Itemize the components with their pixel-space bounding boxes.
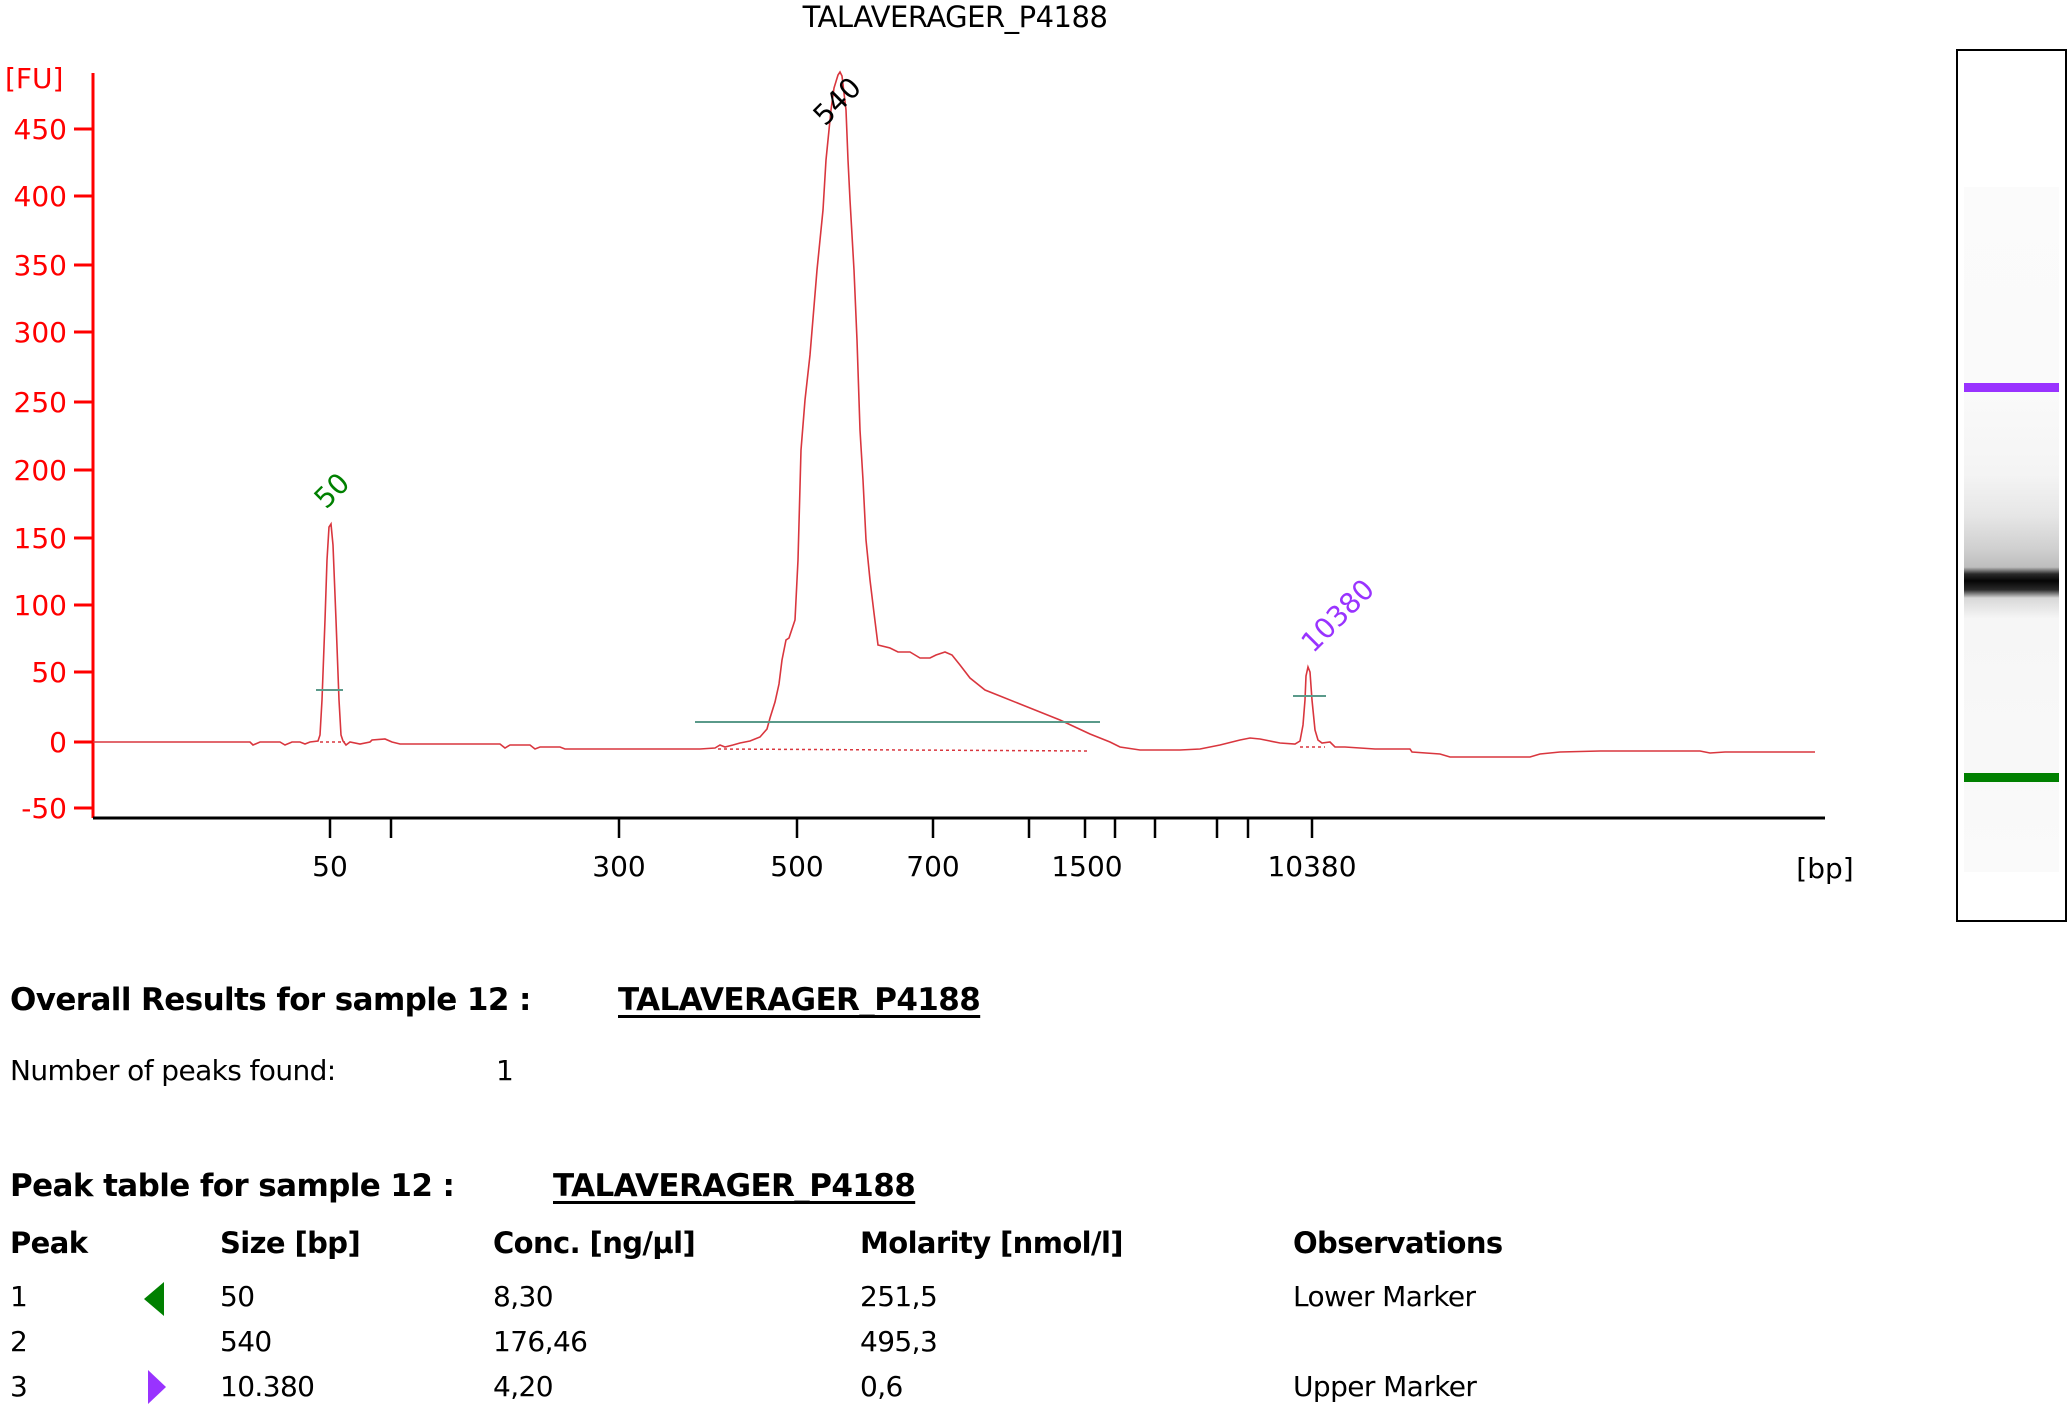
upper-marker-peak-label: 10380 bbox=[1295, 573, 1381, 659]
y-tick-label: 0 bbox=[49, 726, 67, 759]
x-tick-label: 10380 bbox=[1267, 850, 1356, 883]
lower-marker-peak-label: 50 bbox=[308, 466, 357, 515]
cell-peak: 1 bbox=[10, 1280, 28, 1313]
electropherogram-plot: [FU] 450 400 350 300 250 200 150 100 50 … bbox=[5, 62, 1854, 885]
column-header-size: Size [bp] bbox=[220, 1226, 361, 1260]
y-tick-label: -50 bbox=[21, 792, 67, 825]
gel-lane bbox=[1956, 49, 2067, 922]
x-tick-label: 700 bbox=[906, 850, 959, 883]
cell-observation: Upper Marker bbox=[1293, 1370, 1477, 1403]
x-tick-label: 500 bbox=[770, 850, 823, 883]
cell-molarity: 0,6 bbox=[860, 1370, 903, 1403]
cell-observation: Lower Marker bbox=[1293, 1280, 1476, 1313]
y-tick-label: 250 bbox=[14, 386, 67, 419]
x-axis-unit: [bp] bbox=[1796, 852, 1853, 885]
upper-marker-band bbox=[1964, 383, 2059, 392]
lower-marker-band bbox=[1964, 773, 2059, 782]
cell-conc: 4,20 bbox=[493, 1370, 554, 1403]
y-tick-label: 300 bbox=[14, 316, 67, 349]
cell-peak: 2 bbox=[10, 1325, 28, 1358]
cell-size: 50 bbox=[220, 1280, 255, 1313]
electropherogram-trace bbox=[93, 70, 1815, 758]
overall-results-heading: Overall Results for sample 12 : bbox=[10, 982, 531, 1018]
peaks-found-label: Number of peaks found: bbox=[10, 1054, 336, 1087]
gel-smear bbox=[1964, 187, 2059, 872]
peaks-found-value: 1 bbox=[496, 1054, 514, 1087]
column-header-observations: Observations bbox=[1293, 1226, 1503, 1260]
peak-table-sample-name: TALAVERAGER_P4188 bbox=[553, 1168, 916, 1204]
y-tick-label: 150 bbox=[14, 522, 67, 555]
overall-sample-name: TALAVERAGER_P4188 bbox=[618, 982, 981, 1018]
column-header-conc: Conc. [ng/µl] bbox=[493, 1226, 696, 1260]
upper-marker-icon bbox=[148, 1370, 166, 1404]
cell-size: 540 bbox=[220, 1325, 272, 1358]
cell-peak: 3 bbox=[10, 1370, 28, 1403]
lower-marker-icon bbox=[144, 1282, 164, 1316]
x-tick-label: 50 bbox=[312, 850, 348, 883]
main-peak-label: 540 bbox=[807, 71, 868, 132]
cell-size: 10.380 bbox=[220, 1370, 315, 1403]
x-tick-label: 300 bbox=[592, 850, 645, 883]
y-axis-ticks bbox=[74, 127, 93, 810]
x-tick-label: 1500 bbox=[1051, 850, 1122, 883]
peak-table-heading: Peak table for sample 12 : bbox=[10, 1168, 455, 1204]
x-axis-ticks bbox=[328, 818, 1314, 838]
cell-conc: 176,46 bbox=[493, 1325, 588, 1358]
y-tick-label: 400 bbox=[14, 180, 67, 213]
cell-molarity: 495,3 bbox=[860, 1325, 938, 1358]
chart-title: TALAVERAGER_P4188 bbox=[802, 0, 1108, 34]
y-tick-label: 100 bbox=[14, 589, 67, 622]
column-header-molarity: Molarity [nmol/l] bbox=[860, 1226, 1124, 1260]
y-tick-label: 350 bbox=[14, 249, 67, 282]
cell-conc: 8,30 bbox=[493, 1280, 554, 1313]
column-header-peak: Peak bbox=[10, 1226, 88, 1260]
y-tick-label: 50 bbox=[31, 656, 67, 689]
y-axis-unit: [FU] bbox=[5, 62, 63, 95]
y-tick-label: 200 bbox=[14, 454, 67, 487]
cell-molarity: 251,5 bbox=[860, 1280, 938, 1313]
y-tick-label: 450 bbox=[14, 113, 67, 146]
